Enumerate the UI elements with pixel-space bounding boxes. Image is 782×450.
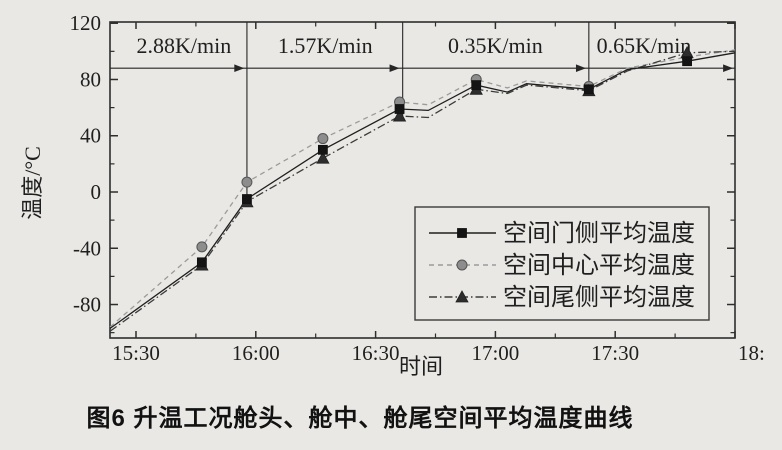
y-axis-tick-label: -80: [73, 293, 101, 317]
x-axis-title: 时间: [399, 354, 443, 379]
square-marker-door-side: [317, 144, 328, 155]
square-marker-door-side: [471, 80, 482, 91]
legend-label-tail-side: 空间尾侧平均温度: [503, 284, 695, 311]
y-axis-tick-label: 80: [80, 67, 101, 91]
square-marker-door-side: [583, 84, 594, 95]
right-arrow-icon: [723, 64, 734, 73]
legend-square-icon: [457, 228, 467, 238]
heating-rate-label: 1.57K/min: [278, 33, 373, 58]
legend-label-center: 空间中心平均温度: [503, 252, 695, 279]
square-marker-door-side: [242, 194, 252, 204]
x-axis-tick-label: 17:30: [591, 341, 639, 365]
square-marker-door-side: [394, 104, 405, 114]
x-axis-tick-label: 16:30: [352, 341, 400, 365]
y-axis-tick-label: -40: [73, 236, 101, 260]
plot-border: [109, 21, 736, 339]
triangle-marker-tail-side: [392, 109, 407, 122]
triangle-marker-tail-side: [316, 151, 330, 164]
circle-marker-center: [196, 241, 208, 253]
square-marker-door-side: [682, 56, 692, 67]
circle-marker-center: [241, 176, 253, 188]
x-axis-tick-label: 17:00: [471, 341, 519, 365]
right-arrow-icon: [389, 64, 400, 73]
heating-rate-label: 0.35K/min: [448, 33, 543, 58]
y-axis-tick-label: 40: [80, 124, 101, 148]
circle-marker-center: [317, 133, 329, 145]
x-axis-tick-label: 18:: [738, 341, 765, 365]
right-arrow-icon: [234, 64, 245, 73]
square-marker-door-side: [196, 257, 207, 268]
y-axis-tick-label: 0: [91, 180, 102, 204]
x-axis-tick-label: 15:30: [112, 341, 160, 365]
x-axis-tick-label: 16:00: [232, 341, 280, 365]
y-axis-title: 温度/°C: [20, 146, 45, 220]
heating-rate-label: 0.65K/min: [597, 33, 692, 58]
legend-label-door-side: 空间门侧平均温度: [503, 220, 695, 247]
legend-circle-icon: [456, 259, 468, 271]
y-axis-tick-label: 120: [70, 11, 102, 35]
figure-caption: 图6 升温工况舱头、舱中、舱尾空间平均温度曲线: [86, 405, 634, 432]
right-arrow-icon: [575, 64, 586, 73]
legend-triangle-icon: [455, 290, 469, 303]
heating-rate-label: 2.88K/min: [137, 33, 232, 58]
